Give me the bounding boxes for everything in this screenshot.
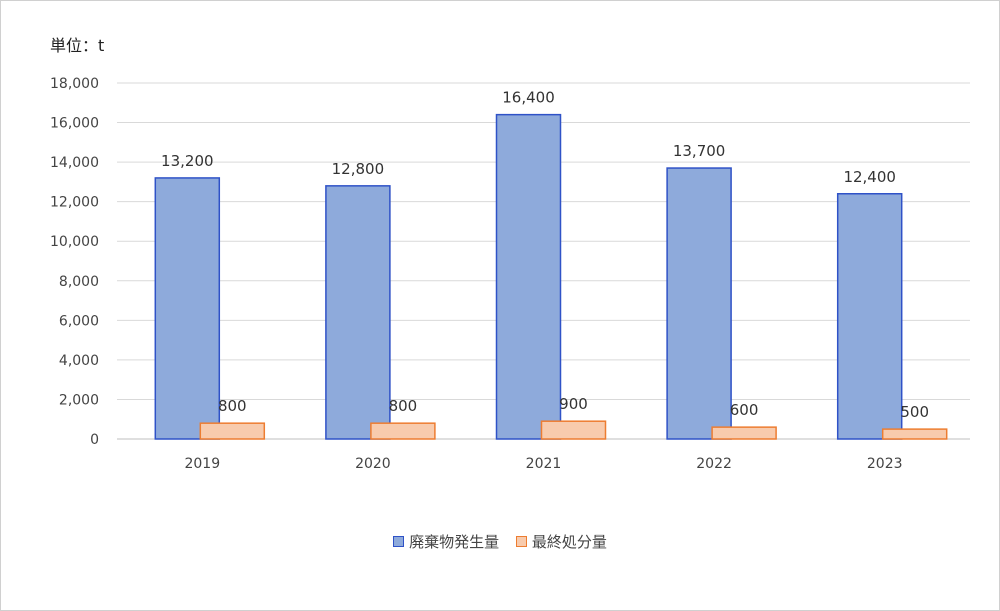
bar-generation xyxy=(666,167,732,440)
legend-swatch-disposal xyxy=(515,536,527,547)
bar-generation xyxy=(325,185,391,440)
data-label-generation: 12,400 xyxy=(843,168,896,186)
data-label-generation: 12,800 xyxy=(332,160,385,178)
bar-disposal xyxy=(711,426,777,440)
y-tick-label: 12,000 xyxy=(50,195,99,211)
legend-label-disposal: 最終処分量 xyxy=(531,533,607,551)
bar-generation xyxy=(495,113,562,440)
x-tick-label: 2022 xyxy=(696,456,732,472)
y-tick-label: 8,000 xyxy=(59,274,99,290)
x-tick-label: 2020 xyxy=(355,456,391,472)
y-tick-label: 14,000 xyxy=(50,155,99,171)
bar-generation xyxy=(154,177,221,440)
data-label-generation: 16,400 xyxy=(502,89,555,107)
legend-item-generation: 廃棄物発生量 xyxy=(393,531,499,552)
data-label-disposal: 800 xyxy=(218,397,247,415)
data-label-generation: 13,700 xyxy=(673,142,726,160)
bar-disposal xyxy=(881,428,948,440)
y-tick-label: 2,000 xyxy=(59,392,99,408)
legend: 廃棄物発生量 最終処分量 xyxy=(0,531,1000,552)
x-tick-label: 2021 xyxy=(526,456,562,472)
y-tick-label: 10,000 xyxy=(50,234,99,250)
y-tick-label: 6,000 xyxy=(59,313,99,329)
bar-disposal xyxy=(540,420,607,440)
legend-swatch-generation xyxy=(393,536,405,547)
data-label-disposal: 600 xyxy=(730,401,759,419)
data-label-generation: 13,200 xyxy=(161,152,214,170)
bar-disposal xyxy=(370,422,436,440)
legend-label-generation: 廃棄物発生量 xyxy=(409,533,500,551)
legend-item-disposal: 最終処分量 xyxy=(515,531,607,552)
y-tick-label: 18,000 xyxy=(50,76,99,92)
y-tick-label: 4,000 xyxy=(59,353,99,369)
x-tick-label: 2019 xyxy=(184,456,220,472)
y-tick-label: 16,000 xyxy=(50,116,99,132)
data-label-disposal: 800 xyxy=(389,397,418,415)
unit-label: 単位：t xyxy=(50,36,105,55)
y-tick-label: 0 xyxy=(90,432,99,448)
bar-disposal xyxy=(199,422,266,440)
x-tick-label: 2023 xyxy=(867,456,903,472)
data-label-disposal: 500 xyxy=(900,403,929,421)
data-label-disposal: 900 xyxy=(559,395,588,413)
bar-generation xyxy=(836,193,903,440)
